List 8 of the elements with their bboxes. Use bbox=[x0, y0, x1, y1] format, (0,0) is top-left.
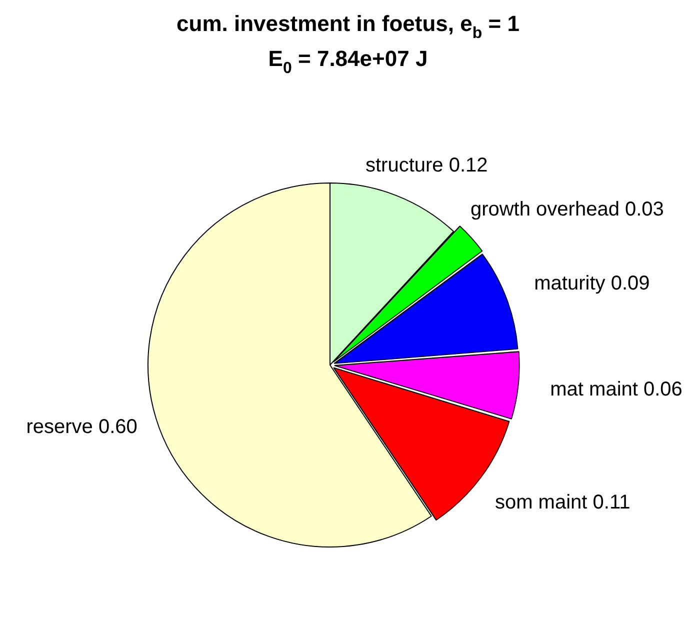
chart-title: cum. investment in foetus, e$_{b}$ = 1 bbox=[176, 11, 520, 42]
slice-label: mat maint 0.06 bbox=[550, 378, 682, 401]
chart-subtitle: E$_{0}$ = 7.84e+07 J bbox=[267, 46, 429, 77]
slice-label: structure 0.12 bbox=[365, 154, 488, 176]
slice-label: reserve 0.60 bbox=[26, 416, 138, 438]
slice-label: som maint 0.11 bbox=[494, 492, 630, 514]
slice-label: maturity 0.09 bbox=[534, 272, 650, 294]
slice-label: growth overhead 0.03 bbox=[470, 198, 664, 221]
